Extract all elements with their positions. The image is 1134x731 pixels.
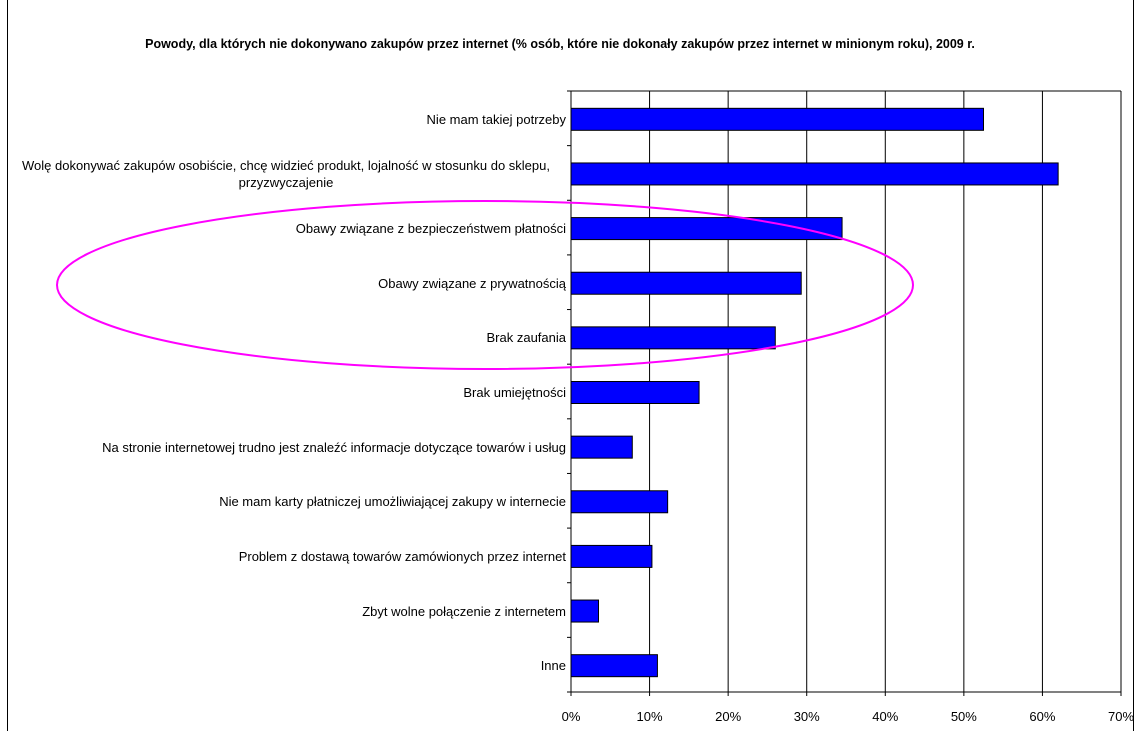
bar [570, 599, 599, 623]
category-label: Inne [540, 658, 566, 674]
category-label: Wolę dokonywać zakupów osobiście, chcę w… [22, 157, 550, 190]
x-tick-label: 50% [950, 709, 977, 724]
category-label: Brak zaufania [486, 330, 567, 346]
x-tick-label: 30% [793, 709, 820, 724]
bar [570, 654, 658, 678]
x-tick-label: 40% [872, 709, 899, 724]
category-label: Obawy związane z prywatnością [378, 275, 566, 291]
category-label: Obawy związane z bezpieczeństwem płatnoś… [295, 221, 566, 237]
bar [570, 381, 700, 404]
bar [570, 326, 776, 350]
bar [570, 544, 653, 568]
x-tick-label: 20% [715, 709, 742, 724]
highlight-ellipse [56, 200, 914, 370]
x-tick-label: 10% [636, 709, 663, 724]
bar [570, 162, 1059, 186]
bar [570, 435, 633, 459]
chart-title: Powody, dla których nie dokonywano zakup… [145, 37, 975, 51]
x-tick-label: 60% [1029, 709, 1056, 724]
x-tick-label: 70% [1107, 709, 1134, 724]
category-label: Problem z dostawą towarów zamówionych pr… [238, 548, 566, 564]
bar [570, 490, 669, 514]
category-label: Nie mam karty płatniczej umożliwiającej … [219, 494, 566, 510]
category-label: Nie mam takiej potrzeby [426, 111, 566, 127]
x-tick-label: 0% [561, 709, 581, 724]
category-label: Na stronie internetowej trudno jest znal… [102, 439, 566, 455]
bar [570, 107, 984, 131]
bar [570, 271, 802, 295]
category-label: Zbyt wolne połączenie z internetem [362, 603, 566, 619]
category-label: Brak umiejętności [463, 385, 566, 400]
